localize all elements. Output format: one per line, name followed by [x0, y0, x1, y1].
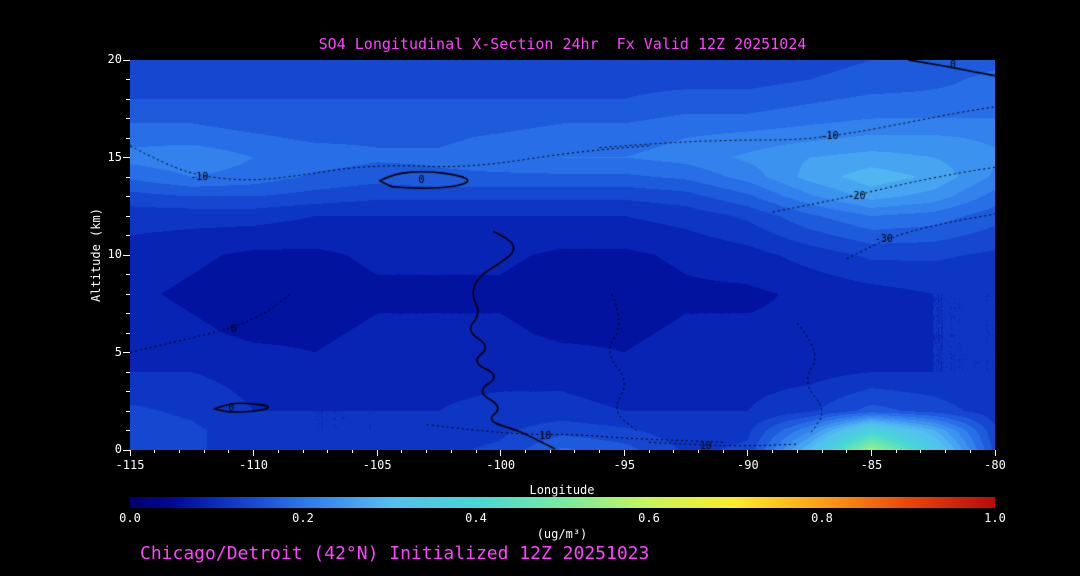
x-minor-tick-mark	[920, 450, 922, 453]
y-tick-label: 5	[114, 344, 122, 359]
y-tick-label: 15	[107, 149, 122, 164]
y-minor-tick-mark	[126, 137, 130, 139]
y-minor-tick-mark	[126, 176, 130, 178]
x-minor-tick-mark	[945, 450, 947, 453]
y-tick-mark	[123, 59, 130, 61]
x-tick-mark	[376, 450, 378, 456]
x-minor-tick-mark	[796, 450, 798, 453]
x-minor-tick-mark	[401, 450, 403, 453]
x-minor-tick-mark	[228, 450, 230, 453]
y-tick-mark	[123, 254, 130, 256]
y-minor-tick-mark	[126, 274, 130, 275]
x-minor-tick-mark	[846, 450, 848, 453]
y-minor-tick-mark	[126, 332, 130, 334]
x-minor-tick-mark	[426, 450, 428, 453]
x-axis-label: Longitude	[529, 483, 595, 497]
x-tick-label: -80	[984, 458, 1006, 472]
x-tick-label: -90	[737, 458, 759, 472]
x-tick-label: -115	[115, 458, 145, 472]
x-minor-tick-mark	[302, 450, 304, 453]
colorbar-tick-label: 1.0	[984, 511, 1006, 525]
x-minor-tick-mark	[599, 450, 601, 453]
y-minor-tick-mark	[126, 118, 130, 119]
y-minor-tick-mark	[126, 410, 130, 412]
colorbar-tick-label: 0.4	[465, 511, 487, 525]
y-tick-label: 20	[107, 52, 122, 66]
x-minor-tick-mark	[450, 450, 452, 453]
colorbar-tick-label: 0.0	[119, 511, 141, 525]
y-tick-label: 0	[114, 442, 122, 456]
colorbar	[130, 497, 995, 508]
colorbar-tick-label: 0.8	[811, 511, 833, 525]
x-tick-mark	[747, 450, 749, 456]
y-minor-tick-mark	[126, 215, 130, 217]
x-tick-label: -110	[239, 458, 269, 472]
x-tick-label: -100	[486, 458, 516, 472]
colorbar-tick-label: 0.6	[638, 511, 660, 525]
x-minor-tick-mark	[475, 450, 477, 453]
x-tick-mark	[623, 450, 625, 456]
x-minor-tick-mark	[154, 450, 156, 453]
x-minor-tick-mark	[327, 450, 329, 453]
y-minor-tick-mark	[126, 371, 130, 373]
x-tick-mark	[129, 450, 131, 456]
y-tick-label: 10	[107, 247, 122, 261]
contour-plot	[130, 60, 995, 450]
x-minor-tick-mark	[203, 450, 205, 453]
figure-caption: Chicago/Detroit (42°N) Initialized 12Z 2…	[140, 543, 650, 564]
y-minor-tick-mark	[126, 98, 130, 100]
x-tick-mark	[994, 450, 996, 456]
colorbar-units-label: (ug/m³)	[536, 527, 588, 541]
y-minor-tick-mark	[126, 293, 130, 295]
x-tick-mark	[870, 450, 872, 456]
x-tick-label: -85	[860, 458, 883, 472]
x-minor-tick-mark	[277, 450, 279, 453]
x-tick-label: -95	[613, 458, 636, 472]
y-tick-mark	[123, 352, 130, 353]
y-minor-tick-mark	[126, 196, 130, 197]
chart-title: SO4 Longitudinal X-Section 24hr Fx Valid…	[318, 35, 807, 53]
x-minor-tick-mark	[821, 450, 823, 453]
y-tick-mark	[123, 449, 130, 451]
x-minor-tick-mark	[178, 450, 180, 453]
x-minor-tick-mark	[673, 450, 675, 453]
y-minor-tick-mark	[126, 430, 130, 431]
y-minor-tick-mark	[126, 313, 130, 314]
x-minor-tick-mark	[549, 450, 551, 453]
x-tick-label: -105	[362, 458, 392, 472]
x-minor-tick-mark	[895, 450, 897, 453]
x-minor-tick-mark	[722, 450, 724, 453]
x-minor-tick-mark	[351, 450, 353, 453]
y-minor-tick-mark	[126, 391, 130, 392]
y-tick-mark	[123, 157, 130, 158]
colorbar-tick-label: 0.2	[292, 511, 314, 525]
y-minor-tick-mark	[126, 235, 130, 236]
x-minor-tick-mark	[524, 450, 526, 453]
x-tick-mark	[253, 450, 255, 456]
x-minor-tick-mark	[697, 450, 699, 453]
x-minor-tick-mark	[772, 450, 774, 453]
x-minor-tick-mark	[648, 450, 650, 453]
x-minor-tick-mark	[574, 450, 576, 453]
x-tick-mark	[500, 450, 502, 456]
x-minor-tick-mark	[969, 450, 971, 453]
y-minor-tick-mark	[126, 79, 130, 80]
